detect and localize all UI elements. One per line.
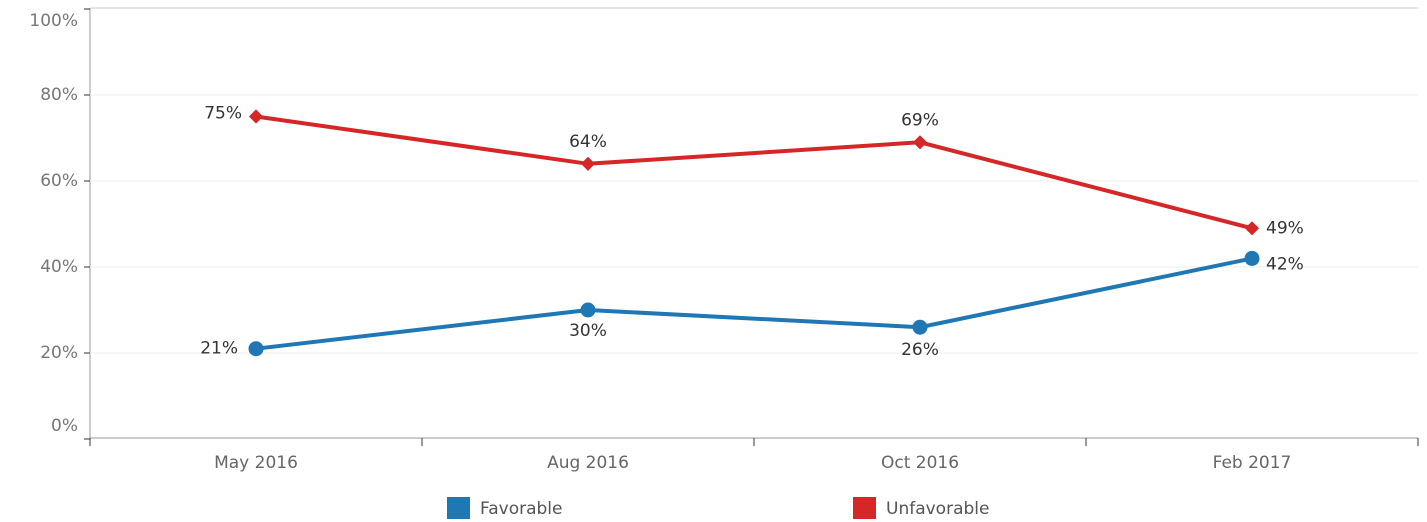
x-tick-label: May 2016 <box>214 453 298 473</box>
data-label: 49% <box>1266 218 1304 238</box>
y-tick-label: 40% <box>40 257 78 277</box>
y-tick-label: 80% <box>40 85 78 105</box>
marker <box>580 302 596 318</box>
data-label: 42% <box>1266 254 1304 274</box>
marker <box>1244 250 1260 266</box>
data-label: 21% <box>200 339 238 359</box>
data-label: 26% <box>901 340 939 360</box>
y-tick-label: 20% <box>40 343 78 363</box>
marker <box>248 109 264 124</box>
x-tick-label: Feb 2017 <box>1213 453 1292 473</box>
legend-swatch <box>447 497 470 519</box>
x-tick-label: Aug 2016 <box>547 453 629 473</box>
legend-label: Favorable <box>480 499 562 519</box>
data-label: 30% <box>569 321 607 341</box>
x-separators <box>89 438 1419 446</box>
series-line <box>255 114 1253 231</box>
x-tick-label: Oct 2016 <box>881 453 959 473</box>
marker <box>912 135 928 150</box>
marker <box>580 156 596 171</box>
marker <box>248 341 264 357</box>
data-label: 75% <box>204 104 242 124</box>
data-label: 64% <box>569 132 607 152</box>
data-label: 69% <box>901 110 939 130</box>
legend-label: Unfavorable <box>886 499 989 519</box>
y-tick-label: 0% <box>51 416 78 436</box>
marker <box>1244 221 1260 236</box>
legend-swatch <box>853 497 876 519</box>
y-tick-label: 100% <box>29 11 78 31</box>
series-line <box>255 256 1253 351</box>
marker <box>912 319 928 335</box>
y-tick-label: 60% <box>40 171 78 191</box>
